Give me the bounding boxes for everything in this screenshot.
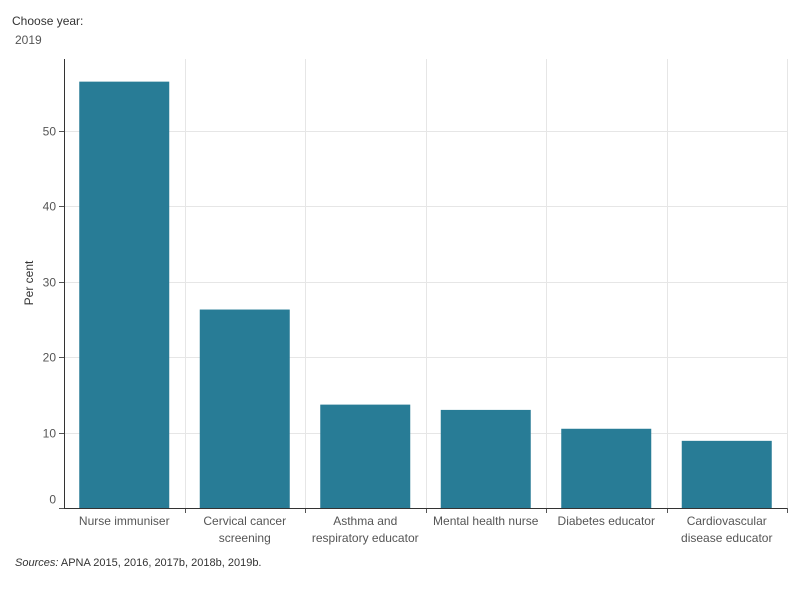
x-category-label: Cervical cancer screening (203, 514, 286, 545)
x-category-label: Diabetes educator (558, 514, 655, 528)
bars (79, 81, 772, 508)
sources-note: Sources: APNA 2015, 2016, 2017b, 2018b, … (15, 557, 262, 569)
sources-text: APNA 2015, 2016, 2017b, 2018b, 2019b. (58, 557, 262, 569)
bar[interactable] (79, 81, 170, 508)
year-filter[interactable]: Choose year: 2019 (12, 13, 83, 48)
sources-prefix: Sources: (15, 557, 59, 569)
y-tick-label: 20 (43, 351, 57, 365)
x-category-label: Asthma and respiratory educator (312, 514, 419, 545)
y-tick-label: 40 (43, 200, 57, 214)
bar[interactable] (320, 404, 411, 508)
axes (59, 59, 788, 513)
bar[interactable] (440, 409, 531, 508)
x-category-label: Nurse immuniser (79, 514, 170, 528)
year-filter-value[interactable]: 2019 (15, 33, 42, 47)
bar[interactable] (681, 440, 772, 508)
y-axis-title: Per cent (22, 260, 36, 305)
labels: 0 10 20 30 40 50 Nurse immuniser Cervical cance… (43, 125, 773, 546)
y-tick-label: 10 (43, 427, 57, 441)
y-tick-label: 50 (43, 125, 57, 139)
y-tick-label: 0 (49, 493, 56, 507)
y-tick-label: 30 (43, 276, 57, 290)
bar[interactable] (199, 309, 290, 508)
year-filter-label: Choose year: (12, 14, 84, 28)
x-category-label: Cardiovascular disease educator (681, 514, 772, 545)
x-category-label: Mental health nurse (433, 514, 539, 528)
grid (64, 59, 788, 508)
bar[interactable] (561, 428, 652, 508)
